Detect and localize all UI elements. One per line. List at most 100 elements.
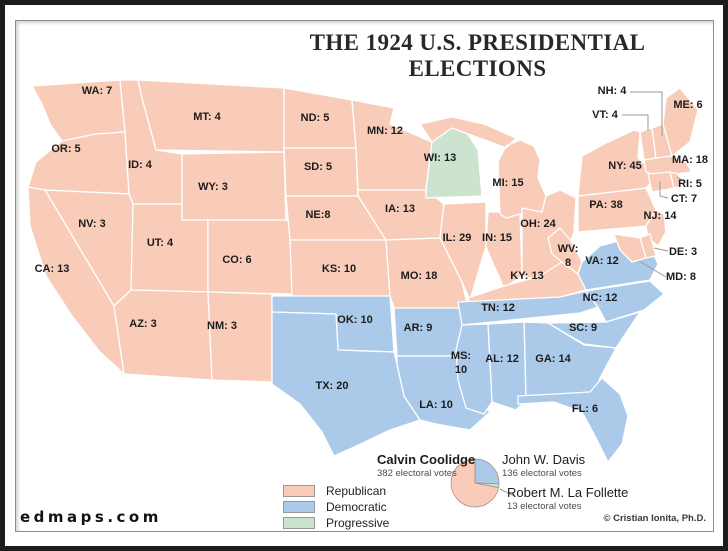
state-label-sc: SC: 9 <box>569 322 597 334</box>
state-label-ut: UT: 4 <box>147 237 174 249</box>
vt-leader-line <box>622 114 649 131</box>
state-fl <box>517 377 629 463</box>
state-label-ks: KS: 10 <box>322 263 356 275</box>
state-mi <box>419 116 547 219</box>
state-label-al: AL: 12 <box>485 353 519 365</box>
ct-leader-line <box>659 181 669 199</box>
state-label-md: MD: 8 <box>666 271 696 283</box>
state-label-fl: FL: 6 <box>572 403 598 415</box>
state-label-nc: NC: 12 <box>583 292 618 304</box>
state-label-wa: WA: 7 <box>82 85 113 97</box>
state-label-nm: NM: 3 <box>207 320 237 332</box>
electoral-pie-chart <box>450 458 500 508</box>
state-label-mi: MI: 15 <box>492 177 523 189</box>
candidate-votes: 382 electoral votes <box>377 468 457 480</box>
legend-label: Democratic <box>326 499 387 514</box>
legend-label: Progressive <box>326 515 390 530</box>
page-title: THE 1924 U.S. PRESIDENTIAL ELECTIONS <box>309 30 646 81</box>
state-label-wi: WI: 13 <box>424 152 456 164</box>
state-label-nv: NV: 3 <box>78 218 106 230</box>
ri-leader-line <box>676 176 686 183</box>
state-label-id: ID: 4 <box>128 159 153 171</box>
state-label-or: OR: 5 <box>51 143 80 155</box>
state-ny <box>577 129 657 197</box>
state-or <box>27 131 130 195</box>
legend-label: Republican <box>326 483 387 498</box>
state-label-ms: MS: 10 <box>451 350 471 376</box>
state-ma <box>643 155 693 177</box>
candidate-votes: 13 electoral votes <box>507 501 582 513</box>
state-label-vt: VT: 4 <box>592 109 619 121</box>
state-label-la: LA: 10 <box>419 399 453 411</box>
state-label-tx: TX: 20 <box>315 380 348 392</box>
republican-swatch <box>283 484 315 497</box>
state-label-ga: GA: 14 <box>535 353 571 365</box>
state-ms <box>455 323 493 415</box>
state-label-ct: CT: 7 <box>671 193 697 205</box>
state-md <box>613 233 647 263</box>
lafollette-leader-line <box>499 488 515 497</box>
state-label-wy: WY: 3 <box>198 181 228 193</box>
candidate-coolidge: Calvin Coolidge 382 electoral votes <box>377 452 476 480</box>
copyright-text: © Cristian Ionita, Ph.D. <box>603 513 706 524</box>
state-label-wv: WV: 8 <box>558 243 579 269</box>
candidate-lafollette: Robert M. La Follette 13 electoral votes <box>507 485 629 513</box>
state-label-mo: MO: 18 <box>401 270 438 282</box>
state-label-ar: AR: 9 <box>404 322 433 334</box>
state-labels: WA: 7 OR: 5 CA: 13 ID: 4 NV: 3 UT: 4 AZ: 3 MT: … <box>35 85 708 415</box>
state-label-va: VA: 12 <box>585 255 618 267</box>
state-mn <box>351 99 433 191</box>
state-ri <box>669 171 683 189</box>
legend-row-progressive: Progressive <box>283 515 389 530</box>
nh-leader-line <box>630 91 663 136</box>
democratic-swatch <box>283 500 315 513</box>
state-label-nh: NH: 4 <box>598 85 628 97</box>
md-leader-line <box>638 260 667 278</box>
candidate-davis: John W. Davis 136 electoral votes <box>502 452 586 480</box>
state-label-ia: IA: 13 <box>385 203 415 215</box>
state-label-az: AZ: 3 <box>129 318 157 330</box>
pie-slice-democratic <box>474 458 500 485</box>
state-mt <box>137 79 285 153</box>
progressive-swatch <box>283 516 315 529</box>
state-label-de: DE: 3 <box>669 246 697 258</box>
state-label-sd: SD: 5 <box>304 161 332 173</box>
state-label-ky: KY: 13 <box>510 270 543 282</box>
state-tx <box>271 311 421 457</box>
candidate-votes: 136 electoral votes <box>502 468 582 480</box>
state-label-ri: RI: 5 <box>678 178 702 190</box>
candidate-name: Robert M. La Follette <box>507 485 629 500</box>
state-az <box>113 289 213 381</box>
candidate-name: Calvin Coolidge <box>377 452 476 467</box>
state-label-oh: OH: 24 <box>520 218 556 230</box>
state-label-ma: MA: 18 <box>672 154 708 166</box>
leader-lines <box>499 91 686 497</box>
state-label-ne: NE:8 <box>305 209 330 221</box>
legend-row-republican: Republican <box>283 483 389 498</box>
state-label-nj: NJ: 14 <box>643 210 677 222</box>
pie-slice-republican <box>450 458 500 508</box>
state-label-mt: MT: 4 <box>193 111 221 123</box>
state-label-tn: TN: 12 <box>481 302 515 314</box>
state-label-me: ME: 6 <box>673 99 702 111</box>
state-label-co: CO: 6 <box>222 254 251 266</box>
state-nc <box>585 280 665 323</box>
state-shapes <box>27 79 699 463</box>
state-label-il: IL: 29 <box>443 232 472 244</box>
de-leader-line <box>653 247 669 252</box>
legend-row-democratic: Democratic <box>283 499 389 514</box>
edmaps-logo: edmaps.com <box>20 508 162 526</box>
state-label-ny: NY: 45 <box>608 160 641 172</box>
state-label-pa: PA: 38 <box>589 199 622 211</box>
state-sc <box>547 311 641 349</box>
map-legend: Republican Democratic Progressive <box>283 483 389 531</box>
state-label-ok: OK: 10 <box>337 314 372 326</box>
state-label-mn: MN: 12 <box>367 125 403 137</box>
state-label-ca: CA: 13 <box>35 263 70 275</box>
candidate-name: John W. Davis <box>502 452 586 467</box>
state-nm <box>207 291 273 383</box>
state-label-nd: ND: 5 <box>301 112 330 124</box>
state-label-in: IN: 15 <box>482 232 512 244</box>
